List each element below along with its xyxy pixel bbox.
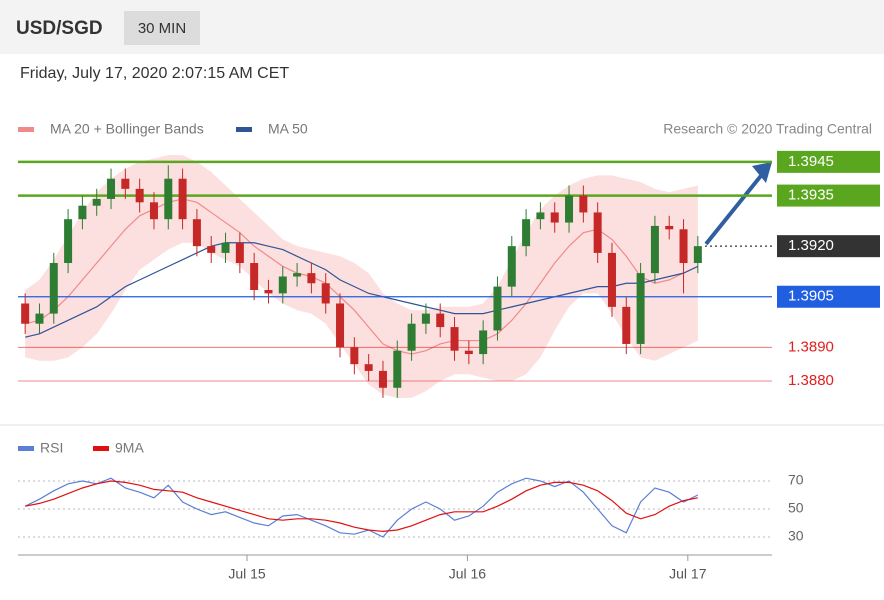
bollinger-band — [25, 155, 698, 398]
legend-label: MA 50 — [268, 121, 308, 137]
candle-body — [78, 205, 87, 220]
moving-average — [25, 242, 699, 338]
forecast-arrow — [704, 170, 766, 246]
candle-body — [221, 242, 230, 253]
series-line — [25, 480, 698, 533]
candle-body — [622, 306, 631, 344]
candle-body — [135, 188, 144, 203]
candle-body — [679, 229, 688, 264]
candle-body — [49, 263, 58, 314]
legend-label: MA 20 + Bollinger Bands — [50, 121, 204, 137]
candle-body — [607, 252, 616, 307]
candle-body — [192, 219, 201, 247]
candle-body — [107, 178, 116, 199]
x-tick-label: Jul 16 — [449, 566, 487, 582]
level-label: 1.3920 — [788, 237, 834, 254]
candle-body — [493, 286, 502, 331]
timestamp: Friday, July 17, 2020 2:07:15 AM CET — [20, 65, 289, 82]
candle-body — [522, 219, 531, 247]
x-tick-label: Jul 17 — [669, 566, 707, 582]
candle-body — [579, 195, 588, 213]
level-label: 1.3880 — [788, 372, 834, 389]
candle-body — [250, 263, 259, 290]
x-tick-label: Jul 15 — [228, 566, 266, 582]
legend-swatch — [18, 446, 34, 451]
level-label-box — [777, 235, 880, 258]
candle-body — [436, 313, 445, 328]
candle-body — [450, 327, 459, 351]
y-tick-label: 70 — [788, 472, 804, 488]
candle-body — [64, 219, 73, 264]
candle-body — [293, 273, 302, 277]
candle-body — [307, 273, 316, 284]
y-tick-label: 30 — [788, 528, 804, 544]
candle-body — [650, 225, 659, 274]
candle-body — [364, 364, 373, 371]
level-label-box — [777, 150, 880, 173]
candle-body — [178, 178, 187, 220]
legend-label: 9MA — [115, 440, 144, 456]
candle-body — [149, 202, 158, 220]
level-label: 1.3890 — [788, 338, 834, 355]
candle-body — [321, 283, 330, 304]
legend-swatch — [18, 127, 34, 132]
legend-swatch — [93, 446, 109, 451]
candle-body — [92, 198, 101, 206]
candle-body — [207, 246, 216, 253]
candle-body — [278, 276, 287, 294]
symbol: USD/SGD — [16, 18, 103, 39]
candle-body — [421, 313, 430, 324]
candle-body — [21, 303, 30, 324]
candle-body — [593, 212, 602, 253]
level-label: 1.3945 — [788, 153, 834, 170]
candle-body — [536, 212, 545, 220]
candle-body — [464, 350, 473, 355]
legend-swatch — [236, 127, 252, 132]
interval: 30 MIN — [138, 20, 186, 37]
candle-body — [164, 178, 173, 220]
candle-body — [507, 246, 516, 287]
candle-body — [336, 303, 345, 348]
series-line — [24, 477, 699, 538]
interval-box — [124, 11, 200, 45]
candle-body — [693, 246, 702, 264]
candle-body — [479, 330, 488, 355]
candle-body — [636, 273, 645, 344]
candle-body — [235, 242, 244, 264]
y-tick-label: 50 — [788, 500, 804, 516]
candle-body — [407, 323, 416, 351]
candle-body — [550, 212, 559, 223]
source: Research © 2020 Trading Central — [663, 121, 872, 137]
candle-body — [665, 225, 674, 230]
candle-body — [350, 347, 359, 365]
candle-body — [565, 195, 574, 223]
level-label-box — [777, 184, 880, 207]
level-label: 1.3935 — [788, 187, 834, 204]
legend-label: RSI — [40, 440, 63, 456]
candle-body — [121, 178, 130, 189]
forecast-arrow-head — [752, 162, 772, 183]
level-label: 1.3905 — [788, 288, 834, 305]
candle-body — [264, 289, 273, 294]
level-label-box — [777, 285, 880, 308]
candle-body — [393, 350, 402, 388]
candle-body — [35, 313, 44, 324]
candle-body — [378, 370, 387, 388]
moving-average — [25, 198, 699, 355]
